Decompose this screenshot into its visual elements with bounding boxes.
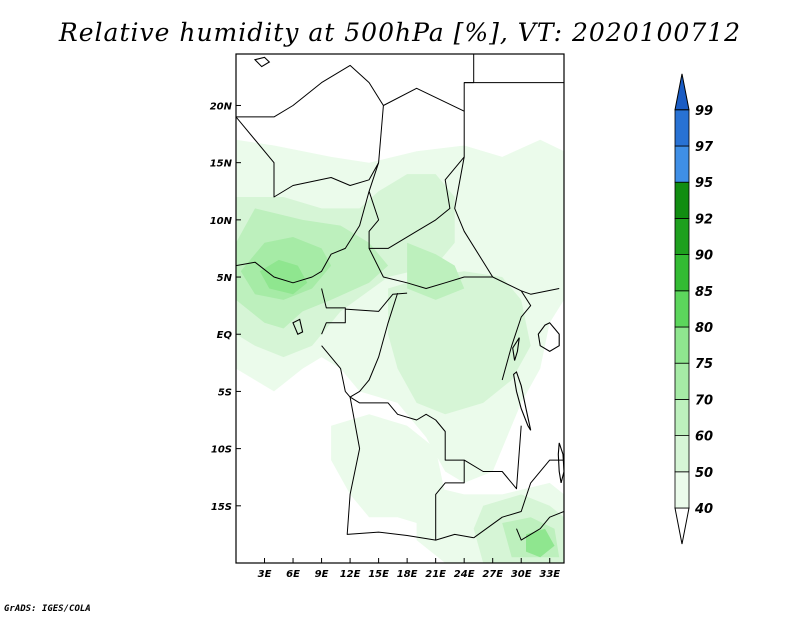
lon-tick-label: 9E	[315, 569, 329, 580]
lake-outline-0	[513, 371, 532, 431]
humidity-region-80-11	[526, 528, 555, 558]
lat-tick-label: 15N	[210, 159, 233, 170]
lake-outline-2	[557, 442, 564, 484]
lat-tick-label: 10N	[210, 216, 233, 227]
lon-tick-label: 30E	[511, 569, 532, 580]
lon-tick-label: 6E	[286, 569, 300, 580]
colorbar-label: 75	[695, 357, 713, 372]
country-border-10	[349, 396, 522, 490]
lat-tick-label: 5N	[217, 273, 233, 284]
lat-tick-label: EQ	[217, 330, 233, 341]
colorbar-swatch	[674, 254, 690, 292]
colorbar-label: 92	[695, 212, 713, 227]
lat-tick-label: 20N	[210, 101, 233, 112]
chart-title: Relative humidity at 500hPa [%], VT: 202…	[58, 18, 742, 47]
lake-outline-5	[253, 56, 271, 68]
country-border-13	[435, 460, 465, 541]
country-border-11	[501, 290, 532, 381]
lat-tick-label: 10S	[211, 445, 232, 456]
colorbar-swatch	[674, 362, 690, 400]
country-border-14	[473, 459, 564, 539]
lon-tick-label: 33E	[539, 569, 560, 580]
colorbar-label: 95	[695, 176, 713, 191]
country-border-9	[321, 292, 399, 398]
country-border-16	[516, 511, 564, 541]
axis-ticks: 3E 6E 9E 12E 15E 18E 21E 24E 27E 30E 33E 20N 15N 10N 5…	[210, 101, 561, 580]
country-border-7	[236, 191, 370, 284]
humidity-region-60-4	[388, 271, 531, 415]
colorbar-label: 85	[695, 285, 713, 300]
lon-tick-label: 12E	[340, 569, 361, 580]
colorbar-label: 80	[695, 321, 713, 336]
lake-outline-1	[537, 322, 560, 353]
credit-text: GrADS: IGES/COLA	[4, 604, 91, 614]
country-border-8	[321, 288, 346, 335]
colorbar-label: 40	[694, 502, 713, 517]
lon-tick-label: 21E	[425, 569, 446, 580]
colorbar-swatch	[674, 181, 690, 219]
lon-tick-label: 18E	[397, 569, 418, 580]
colorbar-label: 60	[695, 430, 713, 445]
colorbar-swatch	[674, 435, 690, 473]
lon-tick-label: 3E	[258, 569, 272, 580]
colorbar-label: 90	[695, 249, 713, 264]
humidity-fill-layer	[236, 139, 564, 563]
lon-tick-label: 24E	[454, 569, 475, 580]
lat-tick-label: 15S	[211, 502, 232, 513]
colorbar-swatch	[674, 290, 690, 328]
humidity-region-80-10	[259, 259, 308, 295]
colorbar-swatch	[674, 398, 690, 436]
humidity-region-70-7	[407, 242, 465, 300]
colorbar-swatch	[674, 145, 690, 183]
colorbar-label: 97	[695, 140, 714, 155]
lon-tick-label: 15E	[368, 569, 389, 580]
colorbar-label: 70	[695, 393, 713, 408]
colorbar-swatch	[674, 109, 690, 147]
country-borders	[236, 54, 564, 541]
map-frame	[235, 53, 565, 564]
colorbar: 40 50 60 70 75 80 85 90 92 95 97 99	[674, 73, 714, 545]
lon-tick-label: 27E	[482, 569, 503, 580]
lake-outline-3	[512, 337, 520, 361]
country-border-5	[368, 248, 493, 289]
colorbar-swatch	[674, 326, 690, 364]
country-border-1	[368, 87, 465, 249]
colorbar-swatch	[674, 217, 690, 255]
colorbar-swatch	[674, 471, 690, 509]
colorbar-top-arrow	[674, 73, 690, 111]
lake-outline-4	[292, 318, 304, 335]
colorbar-label: 50	[695, 466, 713, 481]
colorbar-bottom-arrow	[674, 507, 690, 545]
colorbar-label: 99	[695, 104, 713, 119]
country-border-12	[346, 397, 474, 541]
lat-tick-label: 5S	[218, 387, 232, 398]
